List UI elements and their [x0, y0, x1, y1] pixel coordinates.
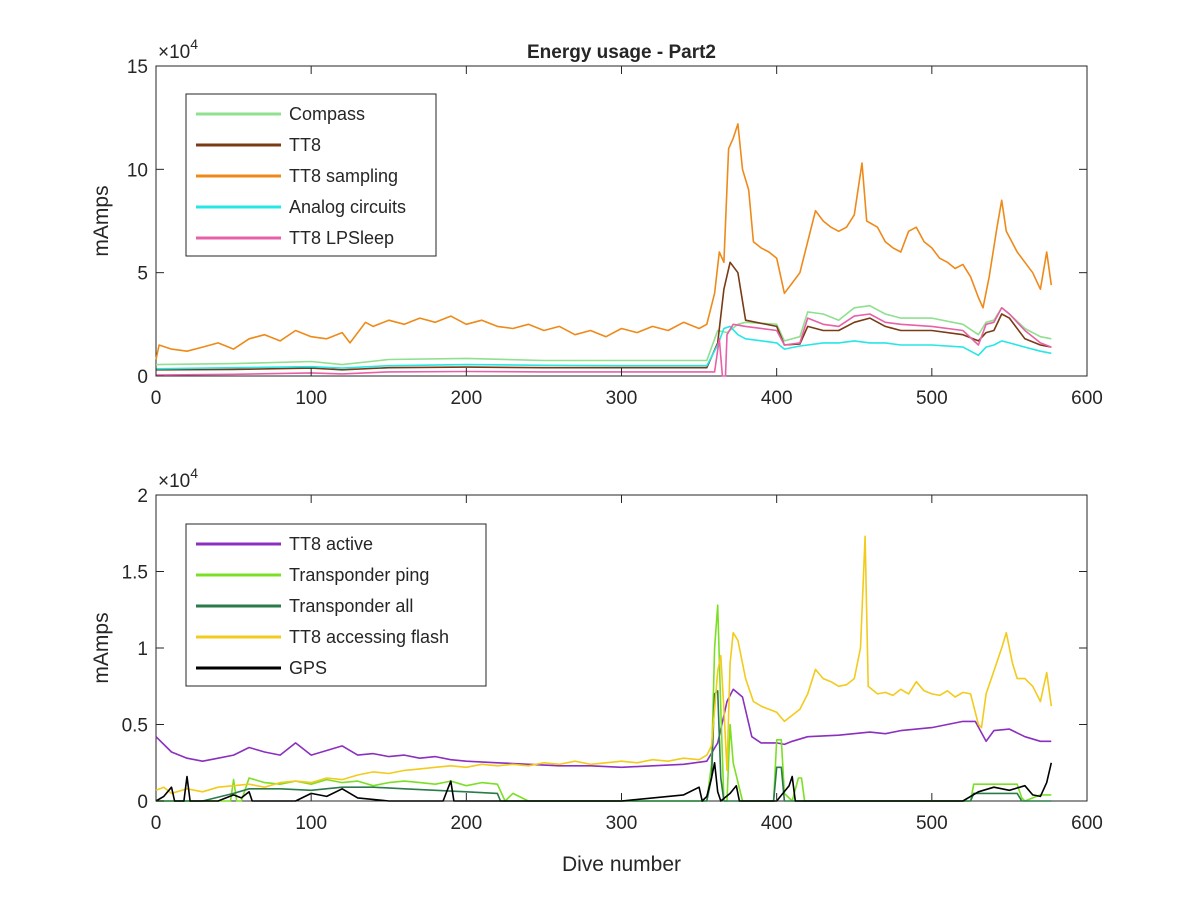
legend-label: TT8 active [289, 534, 373, 554]
legend: TT8 active Transponder ping Transponder al… [185, 523, 487, 687]
y-tick-label: 10 [127, 160, 148, 181]
y-exponent-label: ×104 [158, 36, 198, 63]
x-tick-label: 600 [1071, 388, 1103, 409]
y-tick-label: 0 [137, 367, 148, 388]
series-line-tt8-lpsleep [155, 307, 1052, 377]
legend-label: Analog circuits [289, 197, 406, 217]
legend: Compass TT8 TT8 sampling Analog circuits TT8… [185, 93, 437, 257]
chart-panel-2: 0 100 200 300 400 500 600 0 0.5 1 1.5 2 ×104 mAmps Div… [90, 465, 1103, 876]
y-tick-label: 1 [137, 639, 148, 660]
legend-label: Compass [289, 104, 365, 124]
series-line-compass [155, 304, 1052, 366]
y-axis-label: mAmps [90, 612, 113, 683]
x-tick-label: 0 [151, 388, 162, 409]
x-tick-label: 200 [450, 813, 482, 834]
chart-panel-1: 0 100 200 300 400 500 600 0 5 10 15 ×104 mAmps Energy… [90, 36, 1103, 409]
x-tick-label: 100 [295, 813, 327, 834]
legend-label: Transponder ping [289, 565, 429, 585]
y-axis-label: mAmps [90, 185, 113, 256]
series-line-analog-circuits [155, 325, 1052, 370]
chart-title: Energy usage - Part2 [527, 42, 716, 63]
x-tick-label: 400 [761, 813, 793, 834]
x-axis-label: Dive number [562, 853, 681, 876]
series-line-tt8-accessing-flash [155, 535, 1053, 795]
x-tick-label: 600 [1071, 813, 1103, 834]
x-tick-label: 400 [761, 388, 793, 409]
x-tick-label: 300 [606, 388, 638, 409]
legend-label: TT8 [289, 135, 321, 155]
y-exponent-power: 4 [190, 36, 198, 52]
series-line-gps [155, 762, 1053, 802]
x-tick-label: 200 [450, 388, 482, 409]
legend-label: Transponder all [289, 596, 413, 616]
y-tick-label: 0 [137, 792, 148, 813]
legend-label: GPS [289, 658, 327, 678]
x-tick-label: 0 [151, 813, 162, 834]
x-tick-label: 500 [916, 388, 948, 409]
x-tick-label: 100 [295, 388, 327, 409]
series-line-tt8-active [155, 688, 1052, 769]
y-tick-label: 5 [137, 264, 148, 285]
legend-label: TT8 accessing flash [289, 627, 449, 647]
y-exponent-label: ×104 [158, 465, 198, 492]
series-line-tt8 [155, 261, 1052, 371]
legend-label: TT8 sampling [289, 166, 398, 186]
legend-label: TT8 LPSleep [289, 228, 394, 248]
y-tick-label: 15 [127, 57, 148, 78]
y-tick-label: 1.5 [122, 563, 148, 584]
y-exponent-power: 4 [190, 465, 198, 481]
y-tick-label: 0.5 [122, 716, 148, 737]
y-tick-label: 2 [137, 486, 148, 507]
x-tick-label: 300 [606, 813, 638, 834]
series-line-tt8-sampling [155, 123, 1053, 360]
x-tick-label: 500 [916, 813, 948, 834]
